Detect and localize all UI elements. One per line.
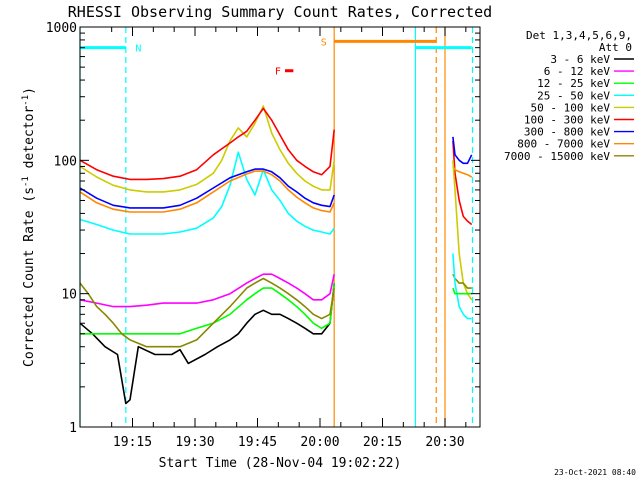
series-line-100-300-kev (79, 107, 335, 181)
plot-frame (79, 26, 481, 428)
x-axis-ticks: 19:15 19:30 19:45 20:00 20:15 20:30 (111, 27, 467, 450)
x-tick-label-19-30: 19:30 (175, 435, 214, 450)
x-axis-label: Start Time (28-Nov-04 19:02:22) (159, 456, 402, 471)
y-axis-label-sup2: -1 (21, 95, 31, 106)
y-tick-label-100: 100 (54, 154, 77, 169)
x-tick-label-19-15: 19:15 (113, 435, 152, 450)
late-segment-2 (452, 165, 473, 178)
legend-header-1: Det 1,3,4,5,6,9, (526, 29, 632, 42)
flags-group: N S F (80, 37, 472, 78)
y-axis-label-end: ) (22, 87, 37, 95)
y-axis-label: Corrected Count Rate (s-1 detector-1) (21, 87, 37, 367)
legend-label-6-12-kev: 6 - 12 keV (544, 65, 611, 78)
legend-label-800-7000-kev: 800 - 7000 keV (517, 138, 610, 151)
legend-label-50-100-kev: 50 - 100 keV (531, 101, 611, 114)
x-tick-label-20-15: 20:15 (363, 435, 402, 450)
y-axis-ticks: 1 10 100 1000 (46, 21, 480, 436)
series-line-3-6-kev (79, 283, 335, 405)
footer-date: 23-Oct-2021 08:40 (554, 468, 636, 477)
legend-label-100-300-kev: 100 - 300 keV (524, 114, 610, 127)
legend-label-3-6-kev: 3 - 6 keV (550, 53, 610, 66)
series-line-300-800-kev (79, 168, 335, 209)
y-axis-label-sup1: -1 (21, 176, 31, 187)
chart-title: RHESSI Observing Summary Count Rates, Co… (68, 3, 492, 21)
late-segment-1 (452, 136, 473, 165)
legend-label-12-25-kev: 12 - 25 keV (537, 77, 610, 90)
legend-label-300-800-kev: 300 - 800 keV (524, 126, 610, 139)
series-line-800-7000-kev (79, 170, 335, 213)
late-segment-3 (452, 160, 473, 301)
flag-label-n: N (135, 44, 141, 55)
late-segment-5 (452, 253, 472, 320)
y-tick-label-10: 10 (61, 288, 77, 303)
x-tick-label-19-45: 19:45 (238, 435, 277, 450)
legend-label-7000-15000-kev: 7000 - 15000 keV (504, 150, 610, 163)
series-line-25-50-kev (79, 151, 335, 235)
flag-label-s: S (321, 37, 327, 48)
flag-label-f: F (275, 67, 281, 78)
y-tick-label-1: 1 (69, 421, 77, 436)
series-line-50-100-kev (79, 105, 335, 193)
legend-header-2: Att 0 (599, 41, 632, 54)
y-tick-label-1000: 1000 (46, 21, 77, 36)
series-line-7000-15000-kev (79, 277, 335, 348)
x-tick-label-20-30: 20:30 (425, 435, 464, 450)
series-line-6-12-kev (79, 273, 335, 308)
late-segment-6 (452, 287, 472, 295)
y-axis-label-main: Corrected Count Rate (s (22, 187, 37, 367)
y-axis-label-mid: detector (22, 106, 37, 177)
series-group (79, 105, 473, 405)
legend-label-25-50-kev: 25 - 50 keV (537, 89, 610, 102)
series-line-12-25-kev (80, 283, 335, 335)
x-tick-label-20-00: 20:00 (300, 435, 339, 450)
